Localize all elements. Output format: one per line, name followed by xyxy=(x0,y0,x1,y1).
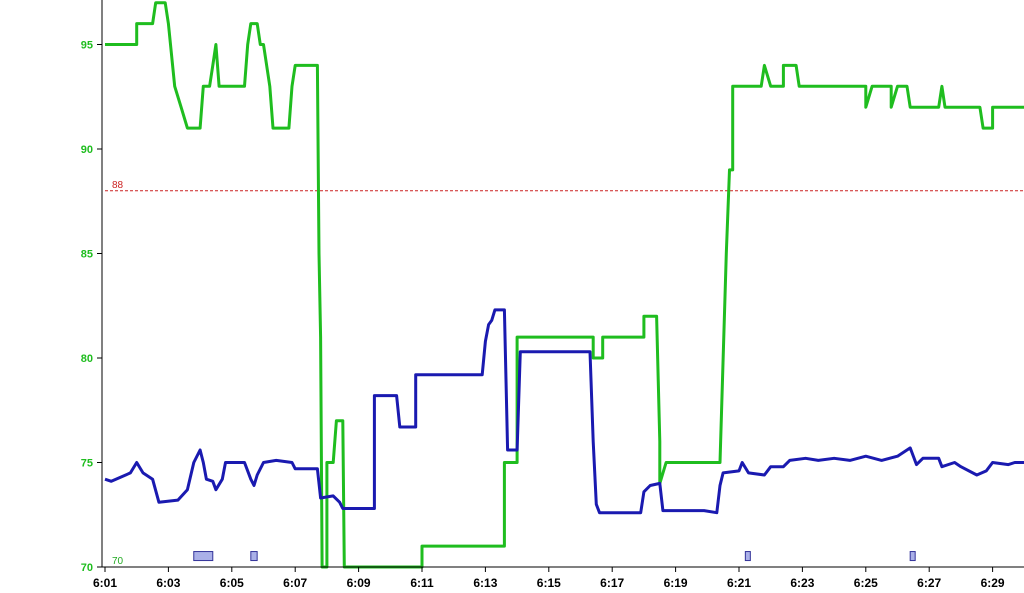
x-tick-label: 6:19 xyxy=(664,576,688,590)
x-tick-label: 6:21 xyxy=(727,576,751,590)
x-tick-label: 6:23 xyxy=(790,576,814,590)
y-tick-label: 90 xyxy=(81,144,93,156)
y-tick-label: 70 xyxy=(81,562,93,574)
x-tick-label: 6:25 xyxy=(854,576,878,590)
y-tick-label: 80 xyxy=(81,353,93,365)
series-line-2 xyxy=(104,308,1024,515)
reference-lines: 88 70 xyxy=(105,180,1024,568)
y-tick-label: 75 xyxy=(81,458,93,470)
x-tick-label: 6:01 xyxy=(93,576,117,590)
reference-line-label: 88 xyxy=(112,180,124,191)
series-line-1 xyxy=(105,1,1024,569)
reference-line-label: 70 xyxy=(112,556,124,567)
x-axis-ticks: 6:01 6:03 6:05 6:07 6:09 6:11 6:13 6:15 6:17 6:19… xyxy=(93,567,1005,590)
event-marker xyxy=(744,551,751,562)
x-tick-label: 6:11 xyxy=(410,576,434,590)
event-marker xyxy=(193,551,214,562)
x-tick-label: 6:29 xyxy=(981,576,1005,590)
x-tick-label: 6:07 xyxy=(283,576,307,590)
x-tick-label: 6:05 xyxy=(220,576,244,590)
y-tick-label: 95 xyxy=(81,40,93,52)
x-tick-label: 6:27 xyxy=(917,576,941,590)
series-lines xyxy=(104,1,1024,569)
x-tick-label: 6:13 xyxy=(473,576,497,590)
x-tick-label: 6:15 xyxy=(537,576,561,590)
x-tick-label: 6:09 xyxy=(347,576,371,590)
x-tick-label: 6:03 xyxy=(156,576,180,590)
y-tick-label: 85 xyxy=(81,249,93,261)
y-axis-ticks: 70 75 80 85 90 95 xyxy=(81,40,102,574)
event-marker xyxy=(250,551,258,562)
event-marker xyxy=(909,551,916,562)
event-markers xyxy=(193,551,916,562)
x-tick-label: 6:17 xyxy=(600,576,624,590)
